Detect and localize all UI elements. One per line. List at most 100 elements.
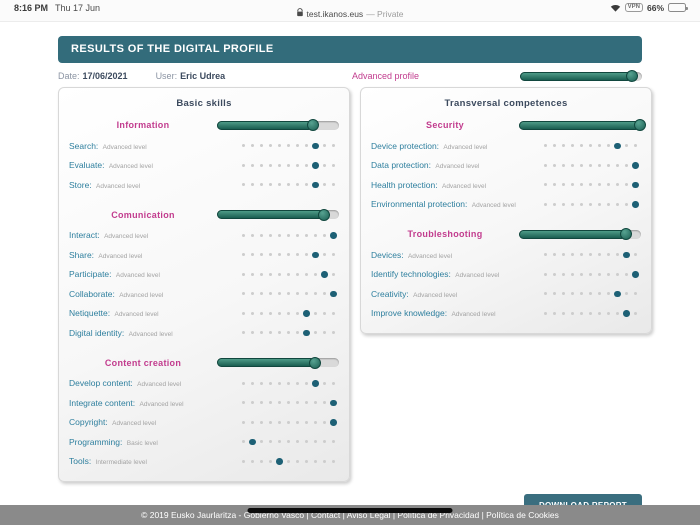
dot: [323, 440, 326, 444]
skill-level: Advanced level: [119, 291, 164, 299]
dot: [571, 311, 574, 315]
slider-fill: [217, 120, 314, 130]
dot-cell: [293, 142, 302, 150]
lock-icon: [296, 8, 303, 19]
dot: [571, 253, 574, 257]
dot: [625, 144, 628, 148]
dot: [332, 331, 335, 335]
dot: [598, 202, 601, 206]
dot-cell: [284, 181, 293, 189]
dot-cell: [541, 309, 550, 317]
dot: [242, 440, 245, 444]
dot-cell: [604, 142, 613, 150]
dot-cell: [586, 251, 595, 259]
dot-cell: [266, 161, 275, 169]
dot-cell: [613, 181, 622, 189]
dot-cell: [631, 181, 640, 189]
status-time-date: 8:16 PM Thu 17 Jun: [14, 3, 100, 19]
skill-dots: [239, 399, 338, 407]
dot-cell: [320, 251, 329, 259]
dot: [589, 144, 592, 148]
skill-level: Advanced level: [441, 182, 487, 190]
home-indicator[interactable]: [247, 508, 453, 513]
troubleshooting-slider[interactable]: [519, 228, 641, 240]
dot: [278, 311, 281, 315]
dot-cell: [284, 399, 293, 407]
dot-cell: [248, 290, 257, 298]
slider-knob[interactable]: [318, 208, 331, 221]
status-date: Thu 17 Jun: [55, 2, 101, 13]
dot: [553, 183, 556, 187]
security-slider[interactable]: [519, 119, 646, 131]
comunication-slider[interactable]: [217, 208, 339, 221]
skill-level: Intermediate level: [95, 459, 147, 467]
dot-cell: [622, 251, 631, 259]
dot-cell: [266, 142, 275, 150]
dot-cell: [613, 161, 622, 169]
skill-row-device-protection: Device protection: Advanced level: [371, 136, 641, 156]
dot: [296, 272, 299, 276]
slider-fill: [217, 210, 325, 219]
dot: [323, 253, 326, 257]
dot-cell: [595, 161, 604, 169]
slider-knob[interactable]: [626, 70, 639, 82]
dot: [589, 311, 592, 315]
dot-active: [321, 271, 328, 278]
dot: [296, 459, 299, 463]
dot: [260, 144, 263, 148]
dot-cell: [275, 309, 284, 317]
skill-row-evaluate: Evaluate: Advanced level: [69, 156, 339, 176]
skill-level: Advanced level: [413, 291, 458, 299]
slider-knob[interactable]: [620, 228, 633, 240]
skill-dots: [239, 181, 338, 189]
dot: [251, 401, 254, 405]
dot-cell: [275, 399, 284, 407]
dot: [260, 440, 263, 444]
url-bar[interactable]: test.ikanos.eus — Private: [296, 8, 404, 19]
dot-cell: [302, 270, 311, 278]
dot: [251, 420, 254, 424]
dot-cell: [239, 290, 248, 298]
dot-cell: [320, 231, 329, 239]
skill-row-identify-technologies: Identify technologies: Advanced level: [371, 265, 641, 285]
dot-cell: [550, 290, 559, 298]
slider-knob[interactable]: [308, 356, 321, 369]
dot-cell: [293, 270, 302, 278]
dot-active: [623, 251, 630, 258]
dot-cell: [248, 309, 257, 317]
skill-label: Netiquette: Advanced level: [69, 308, 159, 319]
footer-links-text[interactable]: © 2019 Eusko Jaurlaritza - Gobierno Vasc…: [141, 510, 559, 520]
skill-label: Store: Advanced level: [69, 179, 141, 190]
skill-dots: [541, 270, 640, 278]
section-title: Content creation: [104, 357, 182, 368]
skill-label: Device protection: Advanced level: [371, 140, 488, 151]
dot: [562, 253, 565, 257]
dot: [296, 233, 299, 237]
slider-knob[interactable]: [633, 119, 646, 131]
dot-cell: [604, 309, 613, 317]
dot: [305, 459, 308, 463]
section-information: Information Search: Advanced level Evaluat…: [69, 117, 339, 195]
dot-cell: [257, 270, 266, 278]
slider-knob[interactable]: [307, 119, 320, 131]
dot: [287, 401, 290, 405]
dot: [562, 202, 565, 206]
skill-row-programming: Programming: Basic level: [69, 432, 339, 452]
dot-cell: [559, 161, 568, 169]
information-slider[interactable]: [217, 119, 339, 131]
dot: [287, 144, 290, 148]
section-title: Information: [116, 120, 170, 130]
dot: [251, 292, 254, 296]
dot: [616, 253, 619, 257]
advanced-profile-slider[interactable]: [520, 70, 642, 82]
dot-cell: [248, 142, 257, 150]
content-creation-slider[interactable]: [217, 356, 339, 369]
dot-cell: [239, 231, 248, 239]
dot: [580, 253, 583, 257]
dot-cell: [631, 309, 640, 317]
section-comunication: Comunication Interact: Advanced level Shar…: [69, 207, 339, 343]
dot: [260, 311, 263, 315]
dot-cell: [604, 270, 613, 278]
dot-cell: [550, 309, 559, 317]
dot-active: [312, 380, 319, 387]
